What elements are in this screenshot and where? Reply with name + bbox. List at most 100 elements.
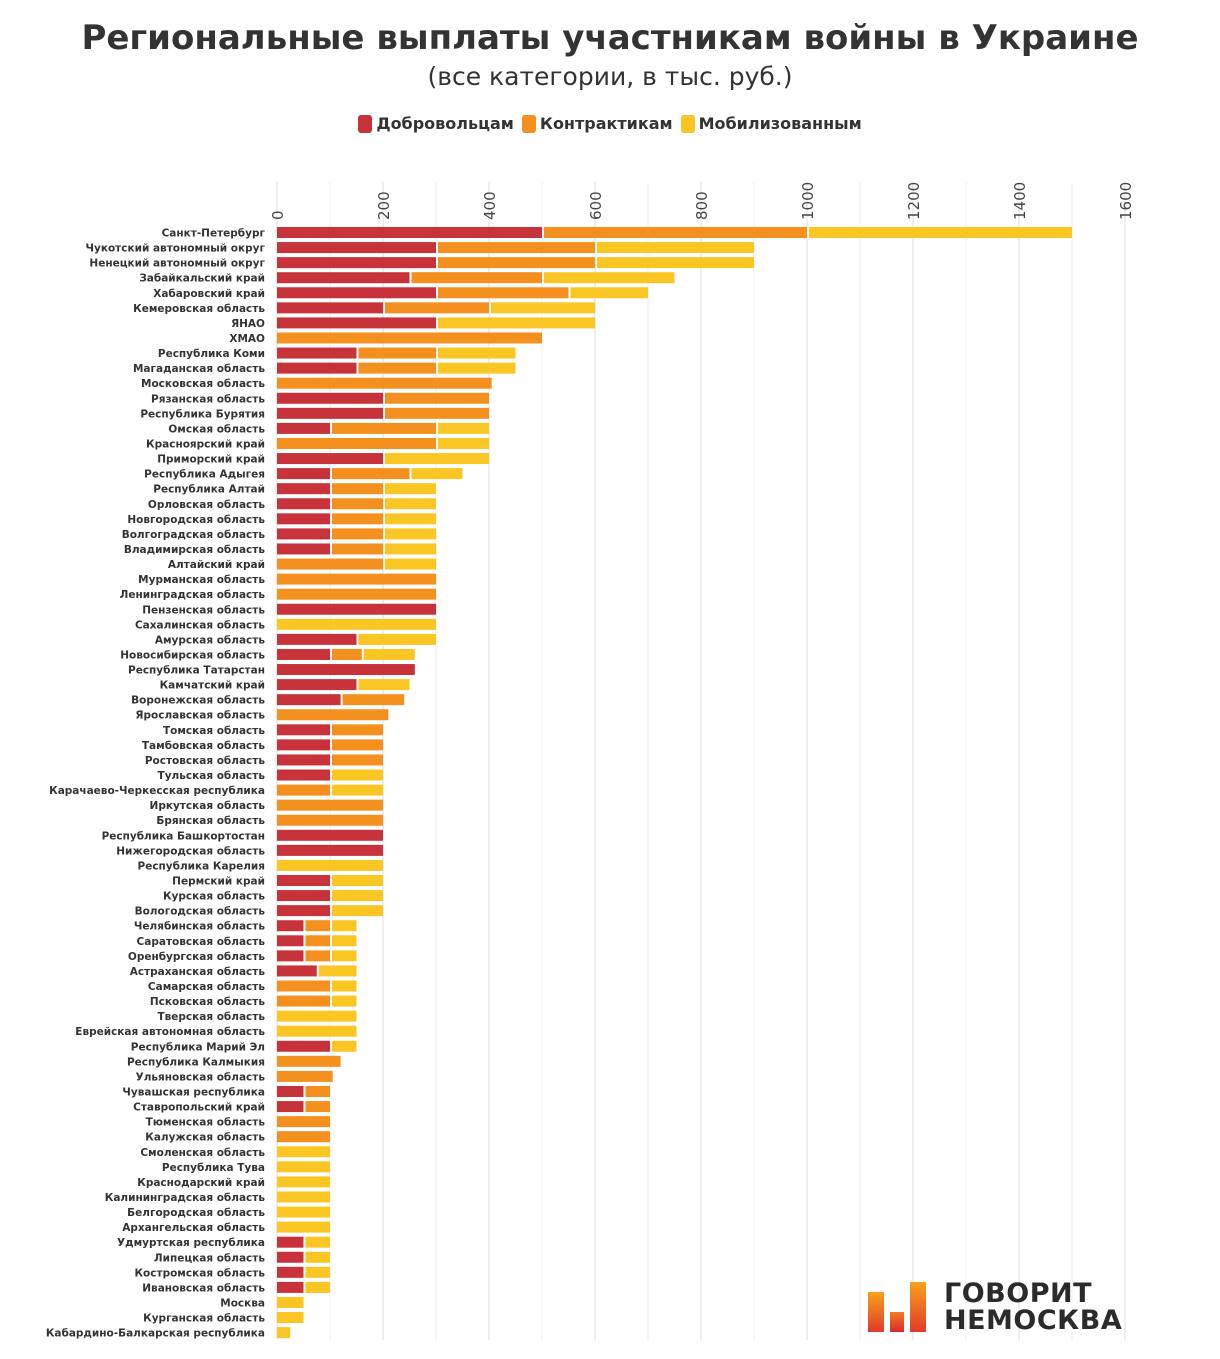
bar-segment bbox=[277, 784, 330, 796]
govorit-nemoskva-logo: ГОВОРИТ НЕМОСКВА bbox=[868, 1280, 1128, 1338]
bar-segment bbox=[277, 362, 357, 374]
category-label: Белгородская область bbox=[127, 1207, 265, 1219]
category-label: ХМАО bbox=[229, 333, 265, 345]
category-label: Курганская область bbox=[143, 1313, 265, 1325]
bar-segment bbox=[332, 905, 383, 917]
x-tick-label: 200 bbox=[375, 191, 393, 220]
legend-label-contractors: Контрактикам bbox=[539, 114, 673, 133]
bar-segment bbox=[277, 799, 383, 811]
category-label: Санкт-Петербург bbox=[162, 228, 266, 240]
x-tick-label: 0 bbox=[269, 210, 287, 220]
bar-segment bbox=[385, 453, 489, 465]
bar-segment bbox=[277, 648, 330, 660]
bar-segment bbox=[277, 317, 436, 329]
legend: Добровольцам Контрактикам Мобилизованным bbox=[0, 114, 1220, 133]
category-label: Владимирская область bbox=[124, 544, 266, 556]
bar-segment bbox=[305, 1085, 330, 1097]
bar-segment bbox=[332, 648, 362, 660]
bar-segment bbox=[277, 272, 410, 284]
bar-segment bbox=[277, 1085, 304, 1097]
bar-segment bbox=[277, 664, 415, 676]
x-tick-label: 600 bbox=[587, 191, 605, 220]
legend-item-volunteers: Добровольцам bbox=[358, 114, 514, 133]
category-label: Приморский край bbox=[157, 454, 265, 466]
bar-segment bbox=[332, 920, 357, 932]
bar-segment bbox=[332, 543, 383, 555]
category-label: Омская область bbox=[168, 423, 265, 435]
bar-segment bbox=[544, 272, 675, 284]
bar-segment bbox=[277, 1131, 330, 1143]
x-tick-label: 1200 bbox=[905, 182, 923, 220]
bar-segment bbox=[438, 437, 489, 449]
bar-segment bbox=[277, 558, 383, 570]
bar-segment bbox=[277, 1206, 330, 1218]
bar-segment bbox=[277, 829, 383, 841]
x-tick-label: 400 bbox=[481, 191, 499, 220]
bar-segment bbox=[385, 558, 436, 570]
category-label: Новосибирская область bbox=[120, 649, 265, 661]
bar-segment bbox=[332, 769, 383, 781]
legend-label-mobilized: Мобилизованным bbox=[698, 114, 862, 133]
category-label: Сахалинская область bbox=[135, 619, 265, 631]
category-label: Карачаево-Черкесская республика bbox=[49, 785, 265, 797]
category-label: Челябинская область bbox=[134, 921, 265, 933]
bar-segment bbox=[332, 784, 383, 796]
legend-swatch-contractors bbox=[521, 114, 536, 133]
category-label: Кабардино-Балкарская республика bbox=[46, 1328, 265, 1340]
bar-segment bbox=[277, 844, 383, 856]
bar-segment bbox=[411, 468, 463, 480]
category-label: Ненецкий автономный округ bbox=[89, 258, 265, 270]
category-label: Удмуртская республика bbox=[117, 1237, 265, 1249]
bar-segment bbox=[305, 950, 330, 962]
bar-segment bbox=[318, 965, 357, 977]
category-label: Ивановская область bbox=[142, 1282, 265, 1294]
bar-segment bbox=[332, 498, 383, 510]
bar-segment bbox=[385, 543, 436, 555]
bar-segment bbox=[277, 965, 317, 977]
bar-segment bbox=[277, 1266, 304, 1278]
bar-segment bbox=[277, 905, 330, 917]
bar-segment bbox=[332, 875, 383, 887]
bar-segment bbox=[277, 588, 436, 600]
bar-segment bbox=[358, 362, 436, 374]
category-label: Красноярский край bbox=[146, 438, 265, 450]
category-label: Орловская область bbox=[148, 499, 265, 511]
bar-segment bbox=[277, 1070, 333, 1082]
bar-segment bbox=[277, 1101, 304, 1113]
bar-segment bbox=[385, 513, 436, 525]
category-label: Томская область bbox=[163, 725, 265, 737]
bar-segment bbox=[385, 392, 489, 404]
bar-segment bbox=[277, 1251, 304, 1263]
category-label: Калининградская область bbox=[105, 1192, 266, 1204]
bar-segment bbox=[332, 483, 383, 495]
category-label: Нижегородская область bbox=[116, 845, 265, 857]
bar-segment bbox=[597, 257, 754, 269]
bar-segment bbox=[277, 935, 304, 947]
category-label: Республика Тува bbox=[162, 1162, 265, 1174]
category-label: Республика Карелия bbox=[138, 860, 265, 872]
category-label: Тамбовская область bbox=[142, 740, 265, 752]
bar-segment bbox=[277, 1055, 341, 1067]
category-label: Рязанская область bbox=[151, 393, 265, 405]
bar-segment bbox=[277, 347, 357, 359]
bar-segment bbox=[332, 754, 383, 766]
bar-segment bbox=[277, 513, 330, 525]
category-label: Ставропольский край bbox=[133, 1102, 265, 1114]
bar-segment bbox=[438, 422, 489, 434]
x-tick-label: 1400 bbox=[1011, 182, 1029, 220]
category-label: Магаданская область bbox=[133, 363, 265, 375]
bar-segment bbox=[305, 1266, 330, 1278]
category-label: Пензенская область bbox=[142, 604, 265, 616]
bar-segment bbox=[277, 287, 436, 299]
bar-segment bbox=[385, 302, 489, 314]
category-label: Республика Башкортостан bbox=[102, 830, 265, 842]
legend-item-mobilized: Мобилизованным bbox=[680, 114, 862, 133]
category-label: Калужская область bbox=[145, 1132, 265, 1144]
bar-segment bbox=[277, 950, 304, 962]
category-label: Оренбургская область bbox=[128, 951, 265, 963]
bar-segment bbox=[277, 603, 436, 615]
category-label: Республика Коми bbox=[158, 348, 265, 360]
x-tick-label: 1600 bbox=[1117, 182, 1135, 220]
chart-title: Региональные выплаты участникам войны в … bbox=[81, 18, 1139, 58]
bar-segment bbox=[277, 227, 542, 238]
